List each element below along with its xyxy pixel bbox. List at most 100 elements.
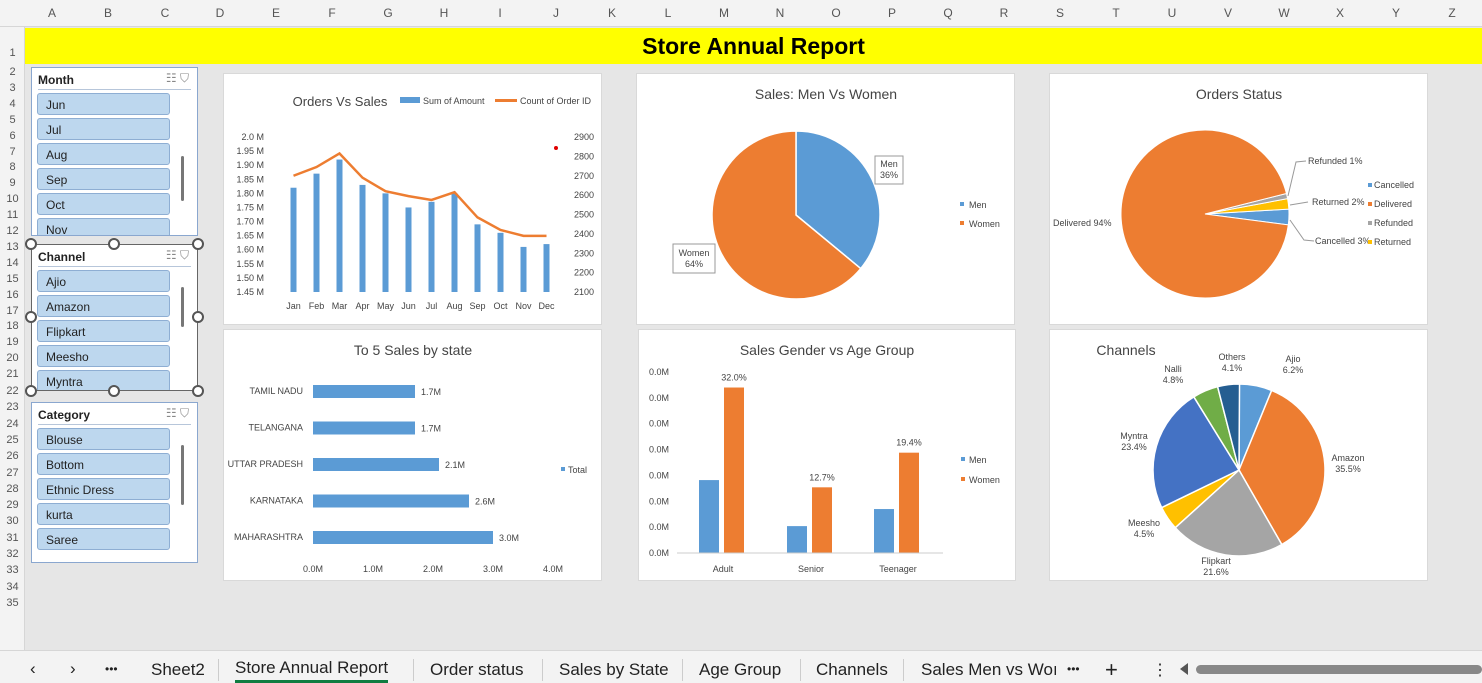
slicer-item[interactable]: Jun [37,93,170,115]
row-header[interactable]: 6 [9,129,16,142]
slicer-item[interactable]: Ajio [37,270,170,292]
column-header[interactable]: S [1055,6,1064,20]
column-header[interactable]: E [271,6,280,20]
scroll-left-icon[interactable] [1180,663,1188,675]
tab-age-group[interactable]: Age Group [699,660,782,679]
row-header[interactable]: 30 [6,515,19,528]
slicer-item[interactable]: Oct [37,193,170,215]
tab-order-status[interactable]: Order status [430,660,524,679]
chart-top-states[interactable]: To 5 Sales by state TAMIL NADU 1.7M TELANG… [223,329,602,581]
row-header[interactable]: 16 [6,288,19,301]
slicer-month[interactable]: Month ☷ ⛉ Jun Jul Aug Sep Oct Nov [31,67,198,236]
column-header[interactable]: B [103,6,112,20]
more-sheets-icon[interactable]: ••• [105,662,118,676]
row-header[interactable]: 3 [9,81,16,94]
row-header[interactable]: 2 [9,66,16,78]
column-header[interactable]: O [831,6,841,20]
row-header[interactable]: 28 [6,482,19,495]
resize-handle[interactable] [25,238,37,250]
column-header[interactable]: G [383,6,393,20]
row-header[interactable]: 35 [6,596,19,609]
row-header[interactable]: 13 [6,240,19,253]
column-header[interactable]: C [160,6,170,20]
tab-store-annual-report[interactable]: Store Annual Report [235,658,389,683]
row-header[interactable]: 31 [6,531,19,544]
row-header[interactable]: 7 [9,145,16,158]
slicer-item[interactable]: Nov [37,218,170,235]
slicer-item[interactable]: Flipkart [37,320,170,342]
slicer-channel[interactable]: Channel ☷ ⛉ Ajio Amazon Flipkart Meesho … [31,244,198,391]
slicer-item[interactable]: Myntra [37,370,170,390]
column-header[interactable]: K [607,6,616,20]
chart-channels[interactable]: Channels Ajio 6.2% Amazon 35.5% Flipkart 21.6… [1049,329,1428,581]
horizontal-scrollbar[interactable] [1196,665,1482,674]
chart-orders-status[interactable]: Orders Status Delivered 94% Refunded 1% Re… [1049,73,1428,325]
column-header[interactable]: H [439,6,449,20]
column-header[interactable]: P [887,6,896,20]
resize-handle[interactable] [25,311,37,323]
row-header[interactable]: 1 [9,47,16,59]
row-header[interactable]: 33 [6,564,19,577]
chart-gender-age[interactable]: Sales Gender vs Age Group 0.0M 0.0M 0.0M 0.… [638,329,1016,581]
slicer-scrollbar[interactable] [181,287,184,327]
row-header[interactable]: 20 [6,352,19,365]
slicer-scrollbar[interactable] [181,156,184,201]
next-sheet-icon[interactable]: › [70,659,76,678]
column-header[interactable]: Y [1391,6,1400,20]
resize-handle[interactable] [108,238,120,250]
row-header[interactable]: 21 [6,368,19,381]
slicer-item[interactable]: Sep [37,168,170,190]
multi-select-icon[interactable]: ☷ ⛉ [165,248,189,262]
column-header[interactable]: R [999,6,1009,20]
slicer-scrollbar[interactable] [181,445,184,505]
row-header[interactable]: 10 [6,193,19,206]
row-header[interactable]: 32 [6,548,19,560]
slicer-item[interactable]: Bottom [37,453,170,475]
multi-select-icon[interactable]: ☷ ⛉ [165,406,189,420]
row-header[interactable]: 22 [6,385,19,397]
column-header[interactable]: F [328,6,336,20]
column-header[interactable]: T [1112,6,1120,20]
row-header[interactable]: 4 [9,97,16,110]
row-header[interactable]: 17 [6,304,19,317]
tab-channels[interactable]: Channels [816,660,888,679]
slicer-item[interactable]: kurta [37,503,170,525]
row-header[interactable]: 19 [6,336,19,349]
slicer-item[interactable]: Ethnic Dress [37,478,170,500]
slicer-item[interactable]: Meesho [37,345,170,367]
tab-sheet2[interactable]: Sheet2 [151,660,205,679]
row-header[interactable]: 24 [6,417,19,430]
slicer-item[interactable]: Amazon [37,295,170,317]
column-header[interactable]: Z [1448,6,1456,20]
resize-handle[interactable] [192,311,204,323]
prev-sheet-icon[interactable]: ‹ [30,659,36,678]
column-header[interactable]: W [1278,6,1290,20]
row-header[interactable]: 14 [6,256,19,269]
slicer-category[interactable]: Category ☷ ⛉ Blouse Bottom Ethnic Dress … [31,402,198,563]
slicer-item[interactable]: Blouse [37,428,170,450]
options-icon[interactable]: ⋮ [1152,662,1168,679]
column-header[interactable]: M [719,6,729,20]
column-header[interactable]: X [1335,6,1344,20]
column-header[interactable]: D [215,6,225,20]
row-header[interactable]: 9 [9,177,16,190]
resize-handle[interactable] [108,385,120,397]
column-header[interactable]: I [498,6,502,20]
row-header[interactable]: 5 [9,113,16,126]
column-header[interactable]: U [1167,6,1177,20]
row-header[interactable]: 25 [6,433,19,446]
row-header[interactable]: 15 [6,272,19,285]
column-header[interactable]: A [47,6,56,20]
slicer-item[interactable]: Aug [37,143,170,165]
multi-select-icon[interactable]: ☷ ⛉ [165,71,189,85]
column-header[interactable]: N [775,6,785,20]
chart-orders-vs-sales[interactable]: Orders Vs Sales Sum of Amount Count of O… [223,73,602,325]
column-header[interactable]: Q [943,6,953,20]
column-header[interactable]: L [664,6,672,20]
column-header[interactable]: J [553,6,559,20]
row-header[interactable]: 23 [6,401,19,414]
row-header[interactable]: 18 [6,320,19,333]
row-header[interactable]: 27 [6,466,19,479]
more-tabs-icon[interactable]: ••• [1067,662,1080,676]
slicer-item[interactable]: Jul [37,118,170,140]
